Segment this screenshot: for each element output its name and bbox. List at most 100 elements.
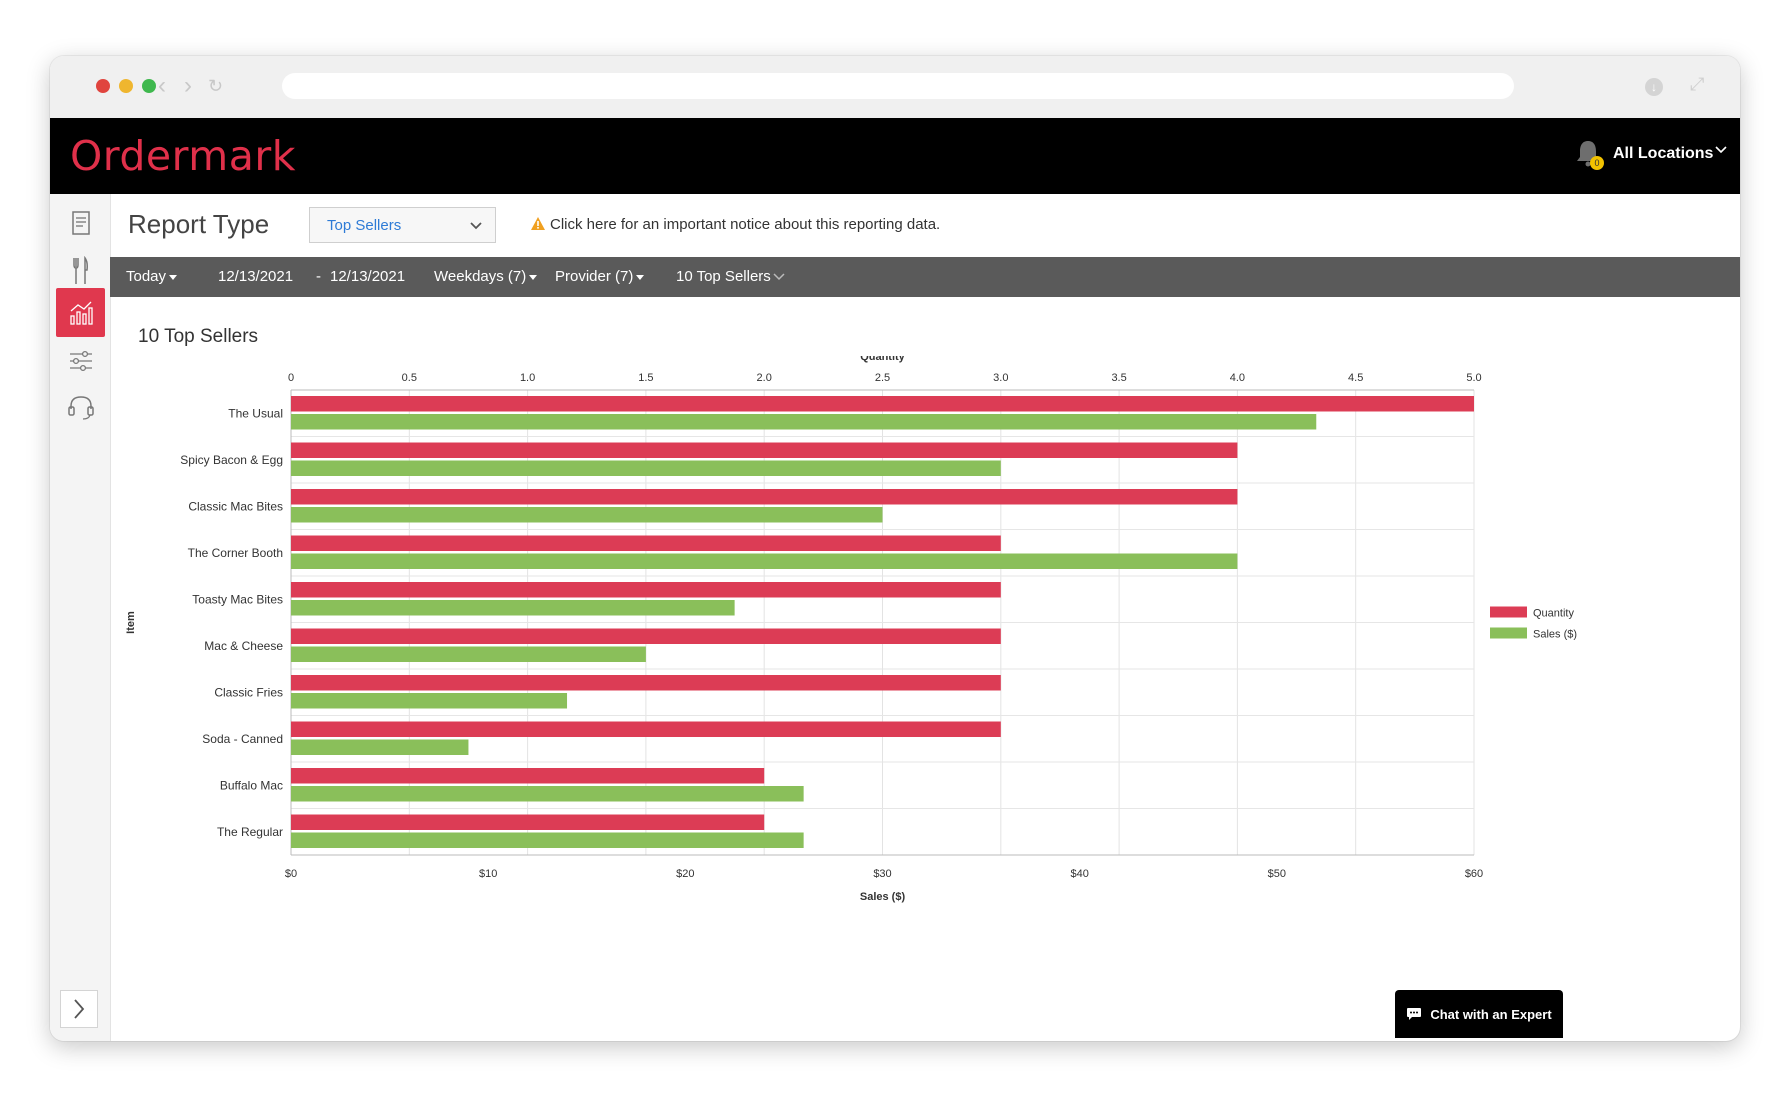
top-sellers-count-filter[interactable]: 10 Top Sellers — [676, 268, 785, 285]
weekdays-filter-label: Weekdays (7) — [434, 268, 527, 285]
top-tick-label: 0 — [288, 372, 294, 384]
sidebar — [50, 194, 111, 1041]
minimize-window-button[interactable] — [119, 79, 133, 93]
bar-sales — [291, 414, 1317, 430]
caret-down-icon — [169, 274, 178, 280]
expand-sidebar-button[interactable] — [60, 990, 98, 1028]
bottom-tick-label: $20 — [676, 868, 694, 880]
notification-badge: 0 — [1590, 156, 1604, 170]
legend-swatch — [1490, 627, 1527, 639]
caret-down-icon — [636, 274, 645, 280]
browser-chrome: ‹ › ↻ ↓ ⤢ — [50, 56, 1740, 119]
category-label: Soda - Canned — [202, 732, 283, 746]
top-tick-label: 1.0 — [520, 372, 535, 384]
date-from-field[interactable]: 12/13/2021 — [218, 268, 294, 285]
provider-filter-label: Provider (7) — [555, 268, 634, 285]
top-tick-label: 3.0 — [993, 372, 1008, 384]
bottom-axis-title: Sales ($) — [860, 891, 906, 903]
ordermark-logo[interactable]: Ordermark — [70, 132, 296, 180]
report-type-select[interactable]: Top Sellers — [309, 207, 496, 243]
bar-sales — [291, 553, 1238, 569]
bar-quantity — [291, 582, 1001, 598]
top-tick-label: 5.0 — [1466, 372, 1481, 384]
report-type-value: Top Sellers — [327, 217, 402, 234]
category-label: The Usual — [228, 406, 283, 420]
receipt-icon — [71, 210, 90, 235]
sidebar-item-settings[interactable] — [56, 336, 105, 385]
analytics-icon — [69, 301, 93, 325]
report-type-label: Report Type — [128, 209, 270, 239]
bar-quantity — [291, 768, 765, 784]
provider-filter[interactable]: Provider (7) — [555, 268, 645, 285]
weekdays-filter[interactable]: Weekdays (7) — [434, 268, 538, 285]
category-label: Classic Fries — [214, 685, 283, 699]
maximize-window-button[interactable] — [142, 79, 156, 93]
y-axis-title: Item — [125, 611, 137, 634]
fork-knife-icon — [72, 255, 88, 284]
bottom-tick-label: $50 — [1268, 868, 1286, 880]
sidebar-item-support[interactable] — [56, 382, 105, 431]
sliders-icon — [69, 350, 92, 371]
top-tick-label: 2.5 — [875, 372, 890, 384]
top-tick-label: 0.5 — [402, 372, 417, 384]
category-label: The Regular — [217, 825, 283, 839]
chat-with-expert-button[interactable]: Chat with an Expert — [1395, 990, 1563, 1038]
chat-bubble-icon — [1407, 1008, 1422, 1020]
chevron-down-icon — [470, 222, 482, 230]
close-window-button[interactable] — [96, 79, 110, 93]
category-label: Buffalo Mac — [220, 778, 283, 792]
category-label: Mac & Cheese — [204, 639, 283, 653]
bottom-tick-label: $30 — [873, 868, 891, 880]
top-tick-label: 3.5 — [1111, 372, 1126, 384]
bottom-tick-label: $0 — [285, 868, 297, 880]
date-separator: - — [316, 268, 321, 285]
period-filter[interactable]: Today — [126, 268, 178, 285]
chat-label: Chat with an Expert — [1430, 1006, 1552, 1022]
headset-icon — [67, 395, 94, 420]
bar-sales — [291, 693, 568, 709]
bar-quantity — [291, 721, 1001, 737]
sidebar-item-reports[interactable] — [56, 288, 105, 337]
category-label: Spicy Bacon & Egg — [180, 453, 283, 467]
bar-sales — [291, 646, 646, 662]
sidebar-item-orders[interactable] — [56, 198, 105, 247]
category-label: Classic Mac Bites — [188, 499, 283, 513]
legend-label: Quantity — [1533, 608, 1574, 620]
sidebar-item-menu[interactable] — [56, 246, 105, 295]
reload-icon[interactable]: ↻ — [208, 76, 224, 96]
notice-link[interactable]: Click here for an important notice about… — [550, 216, 941, 233]
bottom-tick-label: $40 — [1070, 868, 1088, 880]
date-to-field[interactable]: 12/13/2021 — [330, 268, 406, 285]
bar-quantity — [291, 814, 765, 830]
bottom-tick-label: $60 — [1465, 868, 1483, 880]
bar-quantity — [291, 442, 1238, 458]
forward-icon[interactable]: › — [184, 72, 192, 99]
top-tick-label: 1.5 — [638, 372, 653, 384]
bar-sales — [291, 600, 735, 616]
browser-window: ‹ › ↻ ↓ ⤢ Ordermark 0 All Locations — [50, 56, 1740, 1041]
period-filter-label: Today — [126, 268, 167, 285]
chart-title: 10 Top Sellers — [138, 326, 259, 347]
locations-dropdown[interactable]: All Locations — [1613, 145, 1714, 162]
bar-quantity — [291, 675, 1001, 691]
category-label: The Corner Booth — [188, 546, 283, 560]
caret-down-icon — [529, 274, 538, 280]
back-icon[interactable]: ‹ — [158, 72, 166, 99]
top-axis-title: Quantity — [860, 356, 905, 363]
download-icon[interactable]: ↓ — [1645, 78, 1663, 96]
address-bar[interactable] — [282, 73, 1514, 99]
top-sellers-chart: 0 0.5 1.0 1.5 2.0 2.5 3.0 3.5 4.0 4.5 5.0 $0 $10 $20 $… — [125, 356, 1577, 903]
chevron-down-icon — [773, 273, 785, 281]
fullscreen-icon[interactable]: ⤢ — [1690, 74, 1705, 94]
chevron-down-icon[interactable] — [1714, 143, 1728, 157]
bar-sales — [291, 786, 804, 802]
bar-sales — [291, 507, 883, 523]
bar-sales — [291, 832, 804, 848]
filter-bar: Today 12/13/2021 - 12/13/2021 Weekdays (… — [110, 257, 1740, 297]
category-label: Toasty Mac Bites — [192, 592, 283, 606]
bar-quantity — [291, 628, 1001, 644]
legend-swatch — [1490, 606, 1527, 618]
top-tick-label: 4.5 — [1348, 372, 1363, 384]
chevron-right-icon — [74, 999, 85, 1019]
top-tick-label: 4.0 — [1230, 372, 1245, 384]
